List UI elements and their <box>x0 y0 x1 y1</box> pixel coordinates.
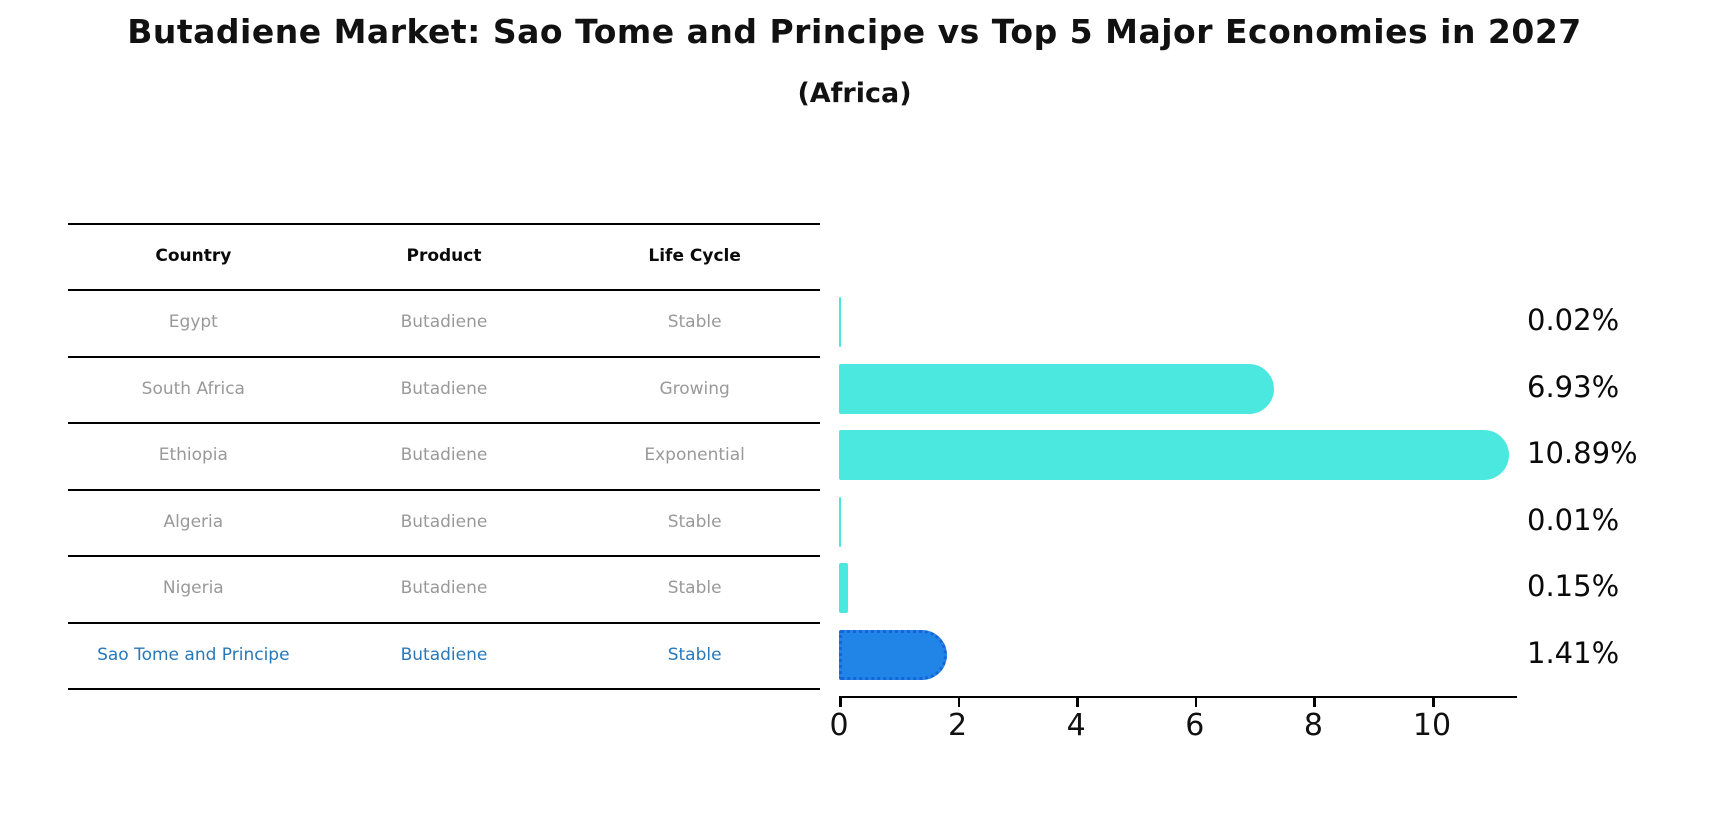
table-cell-life-cycle: Stable <box>667 644 722 665</box>
page-title: Butadiene Market: Sao Tome and Principe … <box>127 12 1582 51</box>
value-label: 1.41% <box>1527 635 1620 670</box>
table-divider-line <box>68 688 820 690</box>
table-divider-line <box>68 422 820 424</box>
bar <box>839 297 841 348</box>
tick-label: 10 <box>1412 707 1452 743</box>
bar <box>839 563 848 614</box>
table-row: South Africa Butadiene Growing <box>68 356 820 423</box>
table-divider-line <box>68 488 820 491</box>
x-axis <box>839 695 1517 698</box>
table-cell-life-cycle: Stable <box>667 578 722 599</box>
axis-tick <box>1076 697 1079 707</box>
table-cell-life-cycle: Stable <box>667 511 722 532</box>
table-cell-product: Butadiene <box>400 578 488 599</box>
tick-label: 0 <box>829 707 849 743</box>
table-row: Nigeria Butadiene Stable <box>68 555 820 622</box>
table-cell-country: Ethiopia <box>158 445 228 466</box>
table-header-row: Country Product Life Cycle <box>68 223 820 290</box>
bar <box>839 430 1509 481</box>
axis-tick <box>1432 697 1435 707</box>
axis-tick <box>957 697 961 707</box>
table-divider-line <box>68 355 820 358</box>
table-cell-life-cycle: Exponential <box>644 445 745 466</box>
table-cell-product: Butadiene <box>400 511 488 532</box>
tick-label: 2 <box>948 707 968 743</box>
table-cell-product: Butadiene <box>400 378 488 399</box>
table-divider-line <box>68 555 820 557</box>
table-row: Algeria Butadiene Stable <box>68 489 820 556</box>
value-label: 0.02% <box>1527 303 1620 338</box>
table-column-header: Product <box>406 245 482 266</box>
table-divider-line <box>68 621 820 624</box>
page-subtitle: (Africa) <box>797 78 912 109</box>
table-cell-country: Nigeria <box>162 578 224 599</box>
table-divider-line <box>68 222 820 225</box>
value-label: 10.89% <box>1527 436 1638 471</box>
tick-label: 8 <box>1303 707 1323 743</box>
table-cell-life-cycle: Growing <box>659 378 730 399</box>
value-label: 0.01% <box>1527 502 1620 537</box>
table-cell-life-cycle: Stable <box>667 312 722 333</box>
axis-tick <box>839 697 842 707</box>
bar <box>839 496 841 547</box>
table-column-header: Country <box>155 245 232 266</box>
value-label: 0.15% <box>1527 569 1620 604</box>
table-column-header: Life Cycle <box>648 245 741 266</box>
tick-label: 6 <box>1185 707 1205 743</box>
value-label: 6.93% <box>1527 369 1620 404</box>
axis-tick <box>1313 697 1316 707</box>
table-cell-product: Butadiene <box>400 445 488 466</box>
table-divider-line <box>68 289 820 291</box>
axis-tick <box>1194 697 1198 707</box>
tick-label: 4 <box>1066 707 1086 743</box>
table-row: Sao Tome and Principe Butadiene Stable <box>68 622 820 689</box>
table-cell-country: Egypt <box>168 312 218 333</box>
bar <box>839 363 1274 414</box>
table-cell-product: Butadiene <box>400 644 488 665</box>
table-row: Ethiopia Butadiene Exponential <box>68 422 820 489</box>
table-row: Egypt Butadiene Stable <box>68 289 820 356</box>
table-cell-country: South Africa <box>141 378 245 399</box>
table-cell-country: Sao Tome and Principe <box>97 644 290 665</box>
bar <box>839 629 947 680</box>
table-cell-country: Algeria <box>163 511 224 532</box>
table-cell-product: Butadiene <box>400 312 488 333</box>
